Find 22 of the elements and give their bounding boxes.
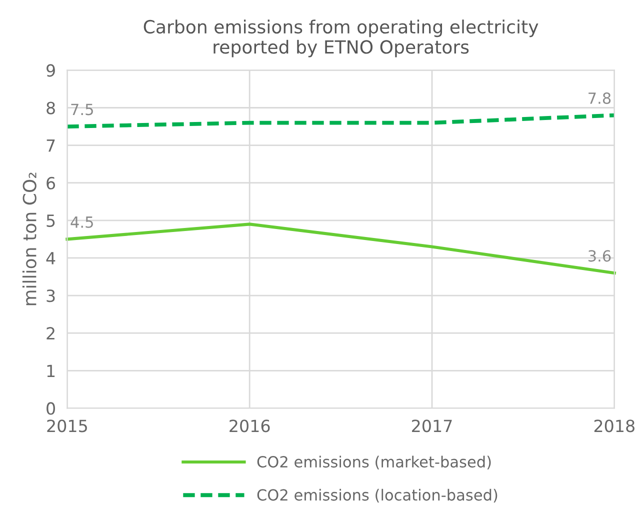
y-tick-label: 3: [46, 289, 55, 302]
y-tick-label: 9: [46, 64, 55, 77]
chart-title: Carbon emissions from operating electricity reported by ETNO Operators: [144, 20, 538, 58]
y-tick-label: 1: [47, 364, 55, 377]
y-tick-label: 4: [46, 252, 56, 264]
data-label: 3.6: [588, 250, 611, 262]
y-tick-label: 5: [46, 214, 55, 227]
y-tick-label: 2: [46, 327, 54, 340]
x-tick-label: 2018: [594, 420, 634, 432]
data-label: 7.5: [71, 104, 93, 116]
y-tick-label: 7: [46, 139, 55, 152]
y-tick-label: 0: [46, 402, 55, 415]
data-label: 4.5: [70, 216, 93, 228]
legend-label: CO2 emissions (market-based): [257, 456, 491, 470]
x-tick-label: 2016: [230, 420, 270, 432]
legend-label: CO2 emissions (location-based): [257, 488, 498, 502]
y-axis-title: million ton CO₂: [22, 172, 36, 306]
x-tick-label: 2015: [47, 420, 87, 432]
data-label: 7.8: [588, 92, 611, 104]
y-tick-label: 8: [46, 102, 55, 114]
x-tick-label: 2017: [412, 420, 452, 432]
y-tick-label: 6: [46, 176, 56, 190]
